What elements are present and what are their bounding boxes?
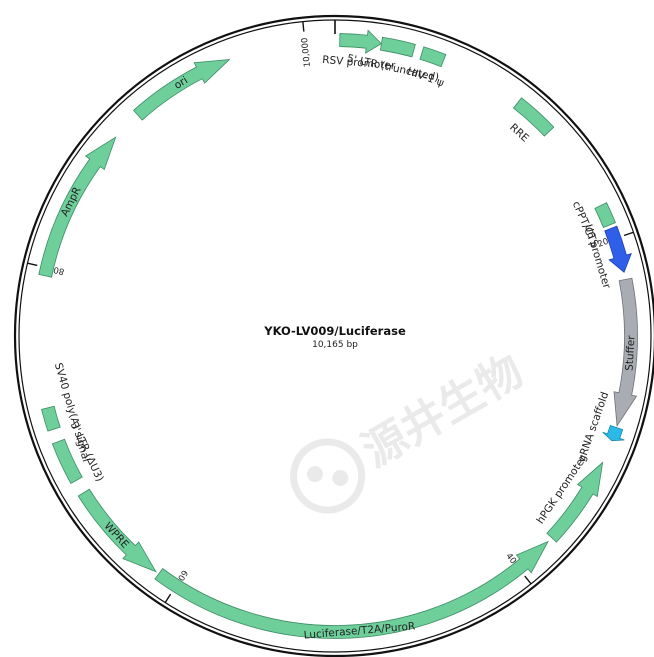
feature-luciferase-t2a-puror[interactable] (154, 540, 549, 639)
feature-wpre[interactable] (77, 488, 157, 573)
feature-hiv-1[interactable] (419, 46, 447, 68)
feature-ampr[interactable] (38, 136, 117, 278)
features (38, 29, 638, 639)
feature-stuffer[interactable] (613, 277, 638, 427)
feature-hpgk-promoter[interactable] (546, 461, 604, 543)
feature-label-grna-scaffold: gRNA scaffold (576, 390, 612, 463)
tick-mark (27, 262, 38, 267)
feature-cppt-cts[interactable] (594, 202, 616, 229)
feature-label-stuffer: Stuffer (623, 334, 637, 371)
feature-label-luciferase-t2a-puror: Luciferase/T2A/PuroR (303, 620, 415, 641)
tick-label: 10,000 (300, 37, 313, 68)
watermark: 源井生物 (290, 345, 532, 514)
watermark-logo (290, 438, 366, 514)
plasmid-size: 10,165 bp (312, 340, 358, 350)
feature-rre[interactable] (512, 97, 555, 137)
feature-sv40-poly-a-signal[interactable] (41, 405, 61, 432)
feature-u6-promoter[interactable] (604, 225, 632, 273)
feature-label-wpre: WPRE (101, 520, 131, 551)
tick-mark (524, 575, 532, 585)
feature-ori[interactable] (132, 58, 231, 121)
tick-mark (623, 231, 634, 237)
feature-label-rre: RRE (507, 121, 531, 144)
tick-mark (302, 21, 305, 32)
feature-label-ampr: AmpR (59, 185, 84, 218)
feature-3-ltr-u3[interactable] (51, 438, 83, 485)
watermark-text: 源井生物 (354, 345, 532, 477)
feature-rsv-promoter[interactable] (339, 29, 382, 54)
feature-5-ltr-truncated[interactable] (379, 36, 416, 58)
tick-mark (164, 593, 172, 603)
feature-grna-scaffold[interactable] (602, 425, 625, 442)
backbone-outer (13, 14, 654, 657)
plasmid-name: YKO-LV009/Luciferase (263, 324, 406, 338)
